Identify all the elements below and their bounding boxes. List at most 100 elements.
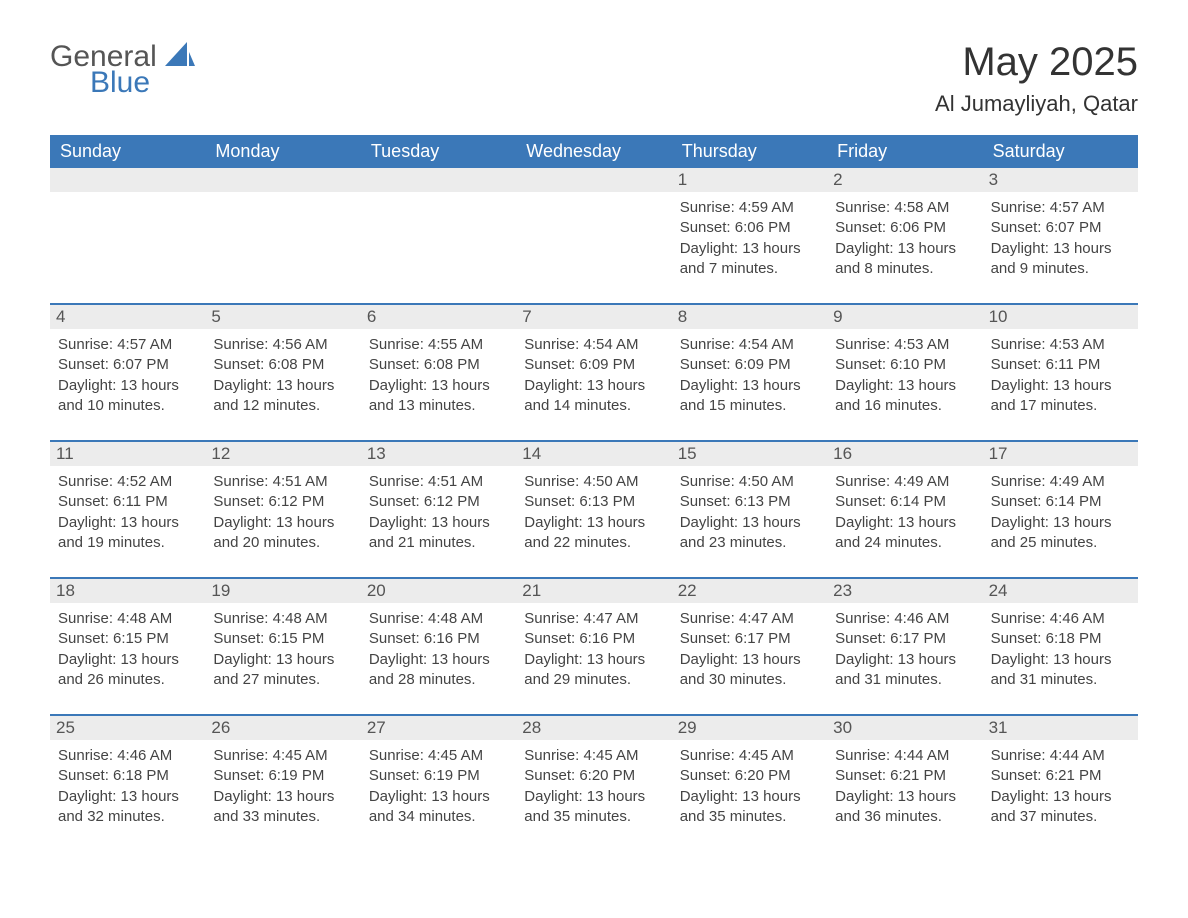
day-info-line: Sunrise: 4:46 AM (991, 609, 1130, 629)
day-cell: 5Sunrise: 4:56 AMSunset: 6:08 PMDaylight… (205, 305, 360, 428)
weekday-header: Wednesday (516, 135, 671, 168)
day-info-line: Sunset: 6:11 PM (58, 492, 197, 512)
day-info-line: Daylight: 13 hours and 31 minutes. (835, 650, 974, 691)
day-info-line: Daylight: 13 hours and 19 minutes. (58, 513, 197, 554)
day-info-line: Sunrise: 4:49 AM (991, 472, 1130, 492)
day-cell: 7Sunrise: 4:54 AMSunset: 6:09 PMDaylight… (516, 305, 671, 428)
day-info-line: Sunrise: 4:48 AM (213, 609, 352, 629)
day-info-line: Sunset: 6:16 PM (524, 629, 663, 649)
day-info-line: Sunrise: 4:45 AM (524, 746, 663, 766)
day-cell: 4Sunrise: 4:57 AMSunset: 6:07 PMDaylight… (50, 305, 205, 428)
day-number: 4 (50, 305, 205, 329)
day-cell: 21Sunrise: 4:47 AMSunset: 6:16 PMDayligh… (516, 579, 671, 702)
day-info-line: Sunset: 6:17 PM (680, 629, 819, 649)
day-cell: 20Sunrise: 4:48 AMSunset: 6:16 PMDayligh… (361, 579, 516, 702)
day-number: 2 (827, 168, 982, 192)
day-info-line: Sunrise: 4:51 AM (369, 472, 508, 492)
day-info-line: Sunrise: 4:55 AM (369, 335, 508, 355)
day-info-line: Daylight: 13 hours and 13 minutes. (369, 376, 508, 417)
day-info-line: Daylight: 13 hours and 25 minutes. (991, 513, 1130, 554)
day-info-line: Sunrise: 4:57 AM (58, 335, 197, 355)
day-info-line: Sunset: 6:12 PM (213, 492, 352, 512)
header: General Blue May 2025 Al Jumayliyah, Qat… (50, 40, 1138, 117)
day-cell: 1Sunrise: 4:59 AMSunset: 6:06 PMDaylight… (672, 168, 827, 291)
logo-text-2: Blue (90, 66, 195, 100)
day-info-line: Sunrise: 4:53 AM (991, 335, 1130, 355)
day-info-line: Sunset: 6:21 PM (835, 766, 974, 786)
day-info-line: Sunset: 6:18 PM (58, 766, 197, 786)
day-info-line: Sunset: 6:10 PM (835, 355, 974, 375)
day-info-line: Sunrise: 4:45 AM (369, 746, 508, 766)
day-number: 16 (827, 442, 982, 466)
day-number: 1 (672, 168, 827, 192)
day-info-line: Sunset: 6:07 PM (58, 355, 197, 375)
day-info-line: Daylight: 13 hours and 37 minutes. (991, 787, 1130, 828)
week-row: 11Sunrise: 4:52 AMSunset: 6:11 PMDayligh… (50, 440, 1138, 565)
day-cell: 26 Sunrise: 4:45 AMSunset: 6:19 PMDayligh… (205, 716, 360, 839)
title-block: May 2025 Al Jumayliyah, Qatar (935, 40, 1138, 117)
day-cell: 29Sunrise: 4:45 AMSunset: 6:20 PMDayligh… (672, 716, 827, 839)
day-info-line: Sunset: 6:06 PM (680, 218, 819, 238)
day-info-line: Daylight: 13 hours and 36 minutes. (835, 787, 974, 828)
day-info-line: Sunset: 6:20 PM (524, 766, 663, 786)
day-number: 13 (361, 442, 516, 466)
day-cell: 25Sunrise: 4:46 AMSunset: 6:18 PMDayligh… (50, 716, 205, 839)
day-info-line: Daylight: 13 hours and 28 minutes. (369, 650, 508, 691)
day-cell: 22Sunrise: 4:47 AMSunset: 6:17 PMDayligh… (672, 579, 827, 702)
day-info-line: Sunset: 6:09 PM (680, 355, 819, 375)
day-info-line: Sunset: 6:14 PM (991, 492, 1130, 512)
day-info-line: Sunrise: 4:57 AM (991, 198, 1130, 218)
day-info-line: Sunset: 6:07 PM (991, 218, 1130, 238)
day-number: 30 (827, 716, 982, 740)
day-info-line: Daylight: 13 hours and 22 minutes. (524, 513, 663, 554)
day-cell: 12Sunrise: 4:51 AMSunset: 6:12 PMDayligh… (205, 442, 360, 565)
day-cell: 23Sunrise: 4:46 AMSunset: 6:17 PMDayligh… (827, 579, 982, 702)
weekday-header: Thursday (672, 135, 827, 168)
day-cell (205, 168, 360, 291)
day-info-line: Sunrise: 4:45 AM (213, 746, 352, 766)
day-info-line: Daylight: 13 hours and 16 minutes. (835, 376, 974, 417)
day-info-line: Daylight: 13 hours and 35 minutes. (680, 787, 819, 828)
day-info-line: Daylight: 13 hours and 21 minutes. (369, 513, 508, 554)
day-info-line: Daylight: 13 hours and 32 minutes. (58, 787, 197, 828)
day-cell (516, 168, 671, 291)
day-info-line: Sunrise: 4:54 AM (680, 335, 819, 355)
week-row: 1Sunrise: 4:59 AMSunset: 6:06 PMDaylight… (50, 168, 1138, 291)
day-number: 26 (205, 716, 360, 740)
day-info-line: Sunset: 6:16 PM (369, 629, 508, 649)
day-number: 22 (672, 579, 827, 603)
weekday-header: Tuesday (361, 135, 516, 168)
day-info-line: Daylight: 13 hours and 7 minutes. (680, 239, 819, 280)
day-info-line: Sunrise: 4:54 AM (524, 335, 663, 355)
day-info-line: Sunset: 6:08 PM (369, 355, 508, 375)
day-number (516, 168, 671, 192)
day-number: 17 (983, 442, 1138, 466)
day-number (50, 168, 205, 192)
day-cell: 9Sunrise: 4:53 AMSunset: 6:10 PMDaylight… (827, 305, 982, 428)
day-number: 23 (827, 579, 982, 603)
weekday-header: Monday (205, 135, 360, 168)
day-number (205, 168, 360, 192)
day-info-line: Sunrise: 4:44 AM (991, 746, 1130, 766)
day-cell: 31Sunrise: 4:44 AMSunset: 6:21 PMDayligh… (983, 716, 1138, 839)
day-info-line: Sunset: 6:15 PM (213, 629, 352, 649)
day-number: 31 (983, 716, 1138, 740)
day-cell: 11Sunrise: 4:52 AMSunset: 6:11 PMDayligh… (50, 442, 205, 565)
day-info-line: Sunset: 6:19 PM (213, 766, 352, 786)
day-cell: 14Sunrise: 4:50 AMSunset: 6:13 PMDayligh… (516, 442, 671, 565)
day-info-line: Daylight: 13 hours and 26 minutes. (58, 650, 197, 691)
day-info-line: Daylight: 13 hours and 33 minutes. (213, 787, 352, 828)
day-number: 6 (361, 305, 516, 329)
day-info-line: Daylight: 13 hours and 12 minutes. (213, 376, 352, 417)
day-info-line: Sunrise: 4:52 AM (58, 472, 197, 492)
day-info-line: Daylight: 13 hours and 24 minutes. (835, 513, 974, 554)
day-info-line: Daylight: 13 hours and 15 minutes. (680, 376, 819, 417)
day-number: 5 (205, 305, 360, 329)
weekday-header: Sunday (50, 135, 205, 168)
week-row: 4 Sunrise: 4:57 AMSunset: 6:07 PM Daylight… (50, 303, 1138, 428)
day-info-line: Sunset: 6:13 PM (680, 492, 819, 512)
day-cell: 8Sunrise: 4:54 AMSunset: 6:09 PMDaylight… (672, 305, 827, 428)
day-info-line: Sunrise: 4:47 AM (680, 609, 819, 629)
day-info-line: Sunrise: 4:58 AM (835, 198, 974, 218)
day-number: 21 (516, 579, 671, 603)
